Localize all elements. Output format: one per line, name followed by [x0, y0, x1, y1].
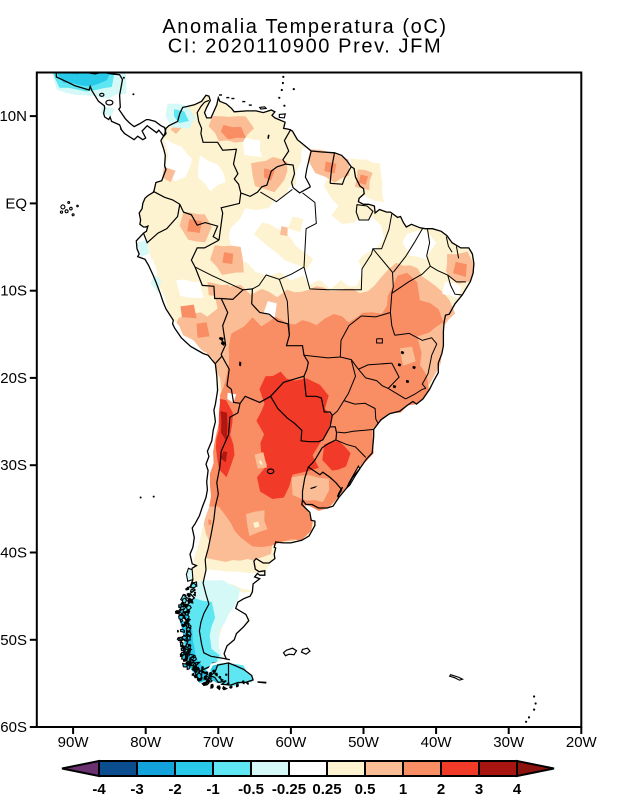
svg-text:30W: 30W	[493, 734, 525, 751]
svg-text:CI: 2020110900 Prev. JFM: CI: 2020110900 Prev. JFM	[168, 36, 442, 58]
svg-text:20S: 20S	[0, 370, 27, 387]
svg-text:2: 2	[437, 781, 445, 798]
svg-text:30S: 30S	[0, 457, 27, 474]
svg-text:90W: 90W	[58, 734, 90, 751]
svg-text:-1: -1	[206, 781, 219, 798]
svg-text:40W: 40W	[421, 734, 453, 751]
svg-text:10S: 10S	[0, 283, 27, 300]
svg-text:3: 3	[475, 781, 483, 798]
svg-text:-0.5: -0.5	[238, 781, 264, 798]
svg-text:1: 1	[399, 781, 407, 798]
svg-text:0.25: 0.25	[312, 781, 341, 798]
svg-text:40S: 40S	[0, 545, 27, 562]
svg-text:-3: -3	[130, 781, 143, 798]
svg-text:70W: 70W	[203, 734, 235, 751]
svg-text:60S: 60S	[0, 719, 27, 736]
svg-text:50S: 50S	[0, 632, 27, 649]
svg-text:Anomalia Temperatura (oC): Anomalia Temperatura (oC)	[162, 16, 447, 38]
svg-text:0.5: 0.5	[355, 781, 376, 798]
svg-text:50W: 50W	[348, 734, 380, 751]
svg-text:60W: 60W	[275, 734, 307, 751]
svg-text:-4: -4	[92, 781, 106, 798]
svg-text:4: 4	[513, 781, 522, 798]
svg-text:-2: -2	[168, 781, 181, 798]
svg-text:EQ: EQ	[5, 195, 27, 212]
svg-text:-0.25: -0.25	[272, 781, 306, 798]
svg-text:20W: 20W	[566, 734, 598, 751]
svg-text:10N: 10N	[0, 108, 27, 125]
svg-text:80W: 80W	[130, 734, 162, 751]
